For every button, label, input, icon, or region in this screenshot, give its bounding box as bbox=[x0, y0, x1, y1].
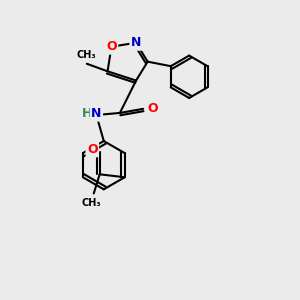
Text: CH₃: CH₃ bbox=[77, 50, 97, 60]
Text: CH₃: CH₃ bbox=[81, 198, 100, 208]
Text: O: O bbox=[106, 40, 117, 53]
Text: N: N bbox=[131, 36, 141, 49]
Text: O: O bbox=[87, 143, 98, 156]
Text: O: O bbox=[148, 102, 158, 116]
Text: H: H bbox=[82, 107, 92, 120]
Text: N: N bbox=[91, 107, 102, 120]
